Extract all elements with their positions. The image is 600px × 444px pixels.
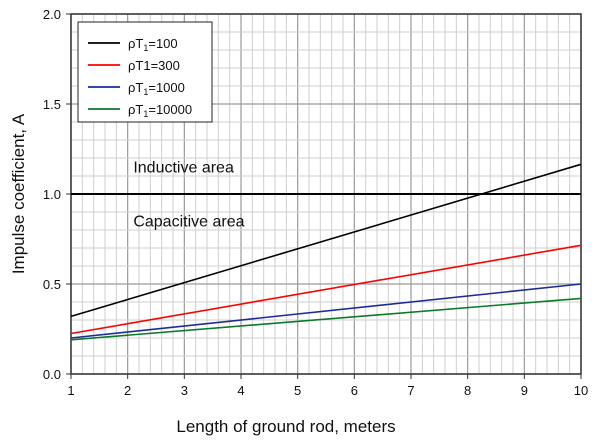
x-tick-label: 3 (181, 383, 188, 398)
legend-box (77, 21, 213, 123)
y-tick-label: 0.5 (43, 277, 61, 292)
annotation: Capacitive area (133, 213, 244, 230)
x-tick-label: 5 (294, 383, 301, 398)
x-tick-label: 9 (521, 383, 528, 398)
x-tick-label: 1 (67, 383, 74, 398)
x-tick-label: 4 (237, 383, 244, 398)
y-tick-label: 1.0 (43, 187, 61, 202)
y-axis-label: Impulse coefficient, A (9, 113, 28, 274)
legend-label: ρT1=100 (128, 36, 178, 53)
y-tick-label: 2.0 (43, 7, 61, 22)
series-line (70, 283, 582, 339)
x-axis-label: Length of ground rod, meters (176, 417, 395, 436)
legend-label: ρT1=10000 (128, 102, 192, 119)
x-tick-label: 7 (407, 383, 414, 398)
x-tick-label: 6 (351, 383, 358, 398)
series-line (70, 297, 582, 341)
legend-label: ρT1=300 (128, 58, 180, 73)
series-line (70, 244, 582, 335)
series-line (70, 163, 582, 318)
annotation: Inductive area (133, 159, 234, 176)
legend-label: ρT1=1000 (128, 80, 185, 97)
x-tick-label: 10 (574, 383, 588, 398)
x-tick-label: 8 (464, 383, 471, 398)
y-tick-label: 0.0 (43, 367, 61, 382)
x-tick-label: 2 (124, 383, 131, 398)
y-tick-label: 1.5 (43, 97, 61, 112)
